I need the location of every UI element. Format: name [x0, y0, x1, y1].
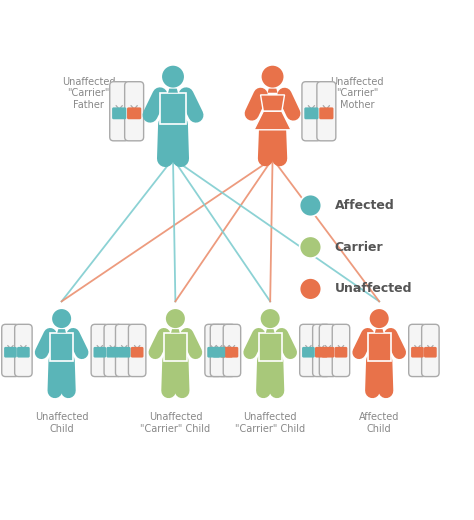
Polygon shape [160, 93, 186, 124]
Circle shape [51, 308, 72, 329]
Polygon shape [268, 88, 277, 93]
Circle shape [260, 308, 281, 329]
FancyBboxPatch shape [205, 324, 222, 376]
FancyBboxPatch shape [304, 108, 319, 119]
Text: Unaffected
"Carrier"
Father: Unaffected "Carrier" Father [62, 76, 115, 110]
FancyBboxPatch shape [315, 347, 328, 358]
FancyBboxPatch shape [116, 324, 133, 376]
Text: Affected: Affected [335, 199, 394, 212]
FancyBboxPatch shape [2, 324, 19, 376]
FancyBboxPatch shape [319, 324, 337, 376]
Polygon shape [57, 329, 66, 333]
FancyBboxPatch shape [127, 108, 141, 119]
FancyBboxPatch shape [104, 324, 121, 376]
FancyBboxPatch shape [409, 324, 426, 376]
Circle shape [369, 308, 390, 329]
FancyBboxPatch shape [17, 347, 30, 358]
FancyBboxPatch shape [93, 347, 106, 358]
FancyBboxPatch shape [112, 108, 126, 119]
Polygon shape [375, 329, 383, 333]
Text: Unaffected
"Carrier" Child: Unaffected "Carrier" Child [140, 412, 210, 434]
FancyBboxPatch shape [131, 347, 144, 358]
Text: Unaffected
Child: Unaffected Child [35, 412, 88, 434]
FancyBboxPatch shape [91, 324, 109, 376]
Polygon shape [368, 333, 391, 360]
Text: Carrier: Carrier [335, 241, 383, 254]
FancyBboxPatch shape [424, 347, 437, 358]
Polygon shape [168, 88, 178, 93]
FancyBboxPatch shape [302, 82, 321, 141]
Text: Affected
Child: Affected Child [359, 412, 400, 434]
FancyBboxPatch shape [220, 347, 233, 358]
FancyBboxPatch shape [128, 324, 146, 376]
Circle shape [261, 64, 284, 88]
Polygon shape [254, 111, 291, 130]
Text: Unaffected: Unaffected [335, 282, 412, 295]
FancyBboxPatch shape [332, 324, 350, 376]
FancyBboxPatch shape [218, 324, 235, 376]
FancyBboxPatch shape [125, 82, 144, 141]
Polygon shape [261, 95, 284, 111]
FancyBboxPatch shape [335, 347, 347, 358]
FancyBboxPatch shape [226, 347, 238, 358]
Polygon shape [164, 333, 187, 360]
Circle shape [165, 308, 186, 329]
FancyBboxPatch shape [300, 324, 317, 376]
FancyBboxPatch shape [107, 347, 119, 358]
Text: Unaffected
"Carrier" Child: Unaffected "Carrier" Child [235, 412, 305, 434]
Circle shape [300, 236, 321, 258]
FancyBboxPatch shape [207, 347, 220, 358]
FancyBboxPatch shape [4, 347, 17, 358]
FancyBboxPatch shape [322, 347, 334, 358]
FancyBboxPatch shape [213, 347, 225, 358]
FancyBboxPatch shape [223, 324, 241, 376]
Circle shape [300, 278, 321, 300]
Polygon shape [266, 329, 274, 333]
Circle shape [161, 64, 185, 88]
FancyBboxPatch shape [317, 82, 336, 141]
FancyBboxPatch shape [422, 324, 439, 376]
FancyBboxPatch shape [210, 324, 228, 376]
Polygon shape [259, 333, 282, 360]
FancyBboxPatch shape [109, 82, 128, 141]
FancyBboxPatch shape [319, 108, 333, 119]
Polygon shape [50, 333, 73, 360]
Circle shape [300, 194, 321, 216]
FancyBboxPatch shape [118, 347, 130, 358]
FancyBboxPatch shape [313, 324, 330, 376]
FancyBboxPatch shape [302, 347, 315, 358]
Text: Unaffected
"Carrier"
Mother: Unaffected "Carrier" Mother [330, 76, 384, 110]
FancyBboxPatch shape [411, 347, 424, 358]
FancyBboxPatch shape [15, 324, 32, 376]
Polygon shape [171, 329, 180, 333]
